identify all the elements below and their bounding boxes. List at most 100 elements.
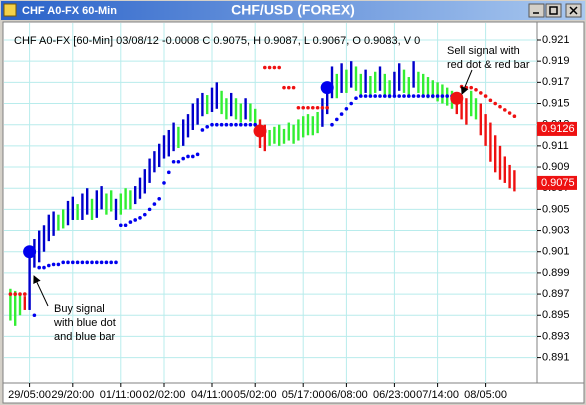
price-bar — [124, 188, 127, 210]
stop-dot — [402, 94, 406, 98]
y-tick-label: 0.891 — [542, 351, 570, 363]
stop-dot — [267, 65, 272, 70]
stop-dot — [157, 196, 161, 201]
stop-dot — [498, 104, 502, 109]
price-bar — [182, 119, 185, 146]
stop-dot — [416, 94, 421, 98]
buy-arrow — [33, 275, 49, 307]
price-bar — [345, 69, 348, 93]
price-bar — [138, 177, 142, 199]
price-bar — [52, 211, 55, 236]
stop-dot — [291, 85, 296, 90]
price-bar — [62, 209, 65, 229]
stop-dot — [162, 181, 166, 185]
stop-dot — [152, 202, 157, 206]
stop-dot — [13, 292, 17, 296]
stop-dot — [133, 218, 137, 222]
x-tick-label: 08/05:00 — [464, 389, 507, 401]
window-icon[interactable] — [3, 3, 17, 17]
y-tick-label: 0.905 — [542, 203, 570, 215]
stop-dot — [440, 94, 445, 98]
price-bar — [153, 151, 156, 173]
price-bar — [158, 143, 161, 168]
signal-dot — [253, 124, 267, 138]
price-bar — [23, 296, 26, 310]
title-bar — [1, 1, 585, 20]
stop-dot — [359, 94, 363, 98]
stop-dot — [147, 207, 152, 212]
stop-dot — [253, 122, 257, 127]
price-bar — [18, 294, 22, 316]
price-bar — [489, 122, 492, 162]
y-tick-label: 0.911 — [542, 140, 569, 152]
y-tick-label: 0.917 — [542, 76, 570, 88]
stop-dot — [210, 122, 214, 127]
price-bar — [105, 193, 108, 215]
stop-dot — [287, 85, 291, 90]
price-marker — [537, 121, 577, 136]
stop-dot — [167, 170, 171, 175]
stop-dot — [215, 122, 219, 127]
y-tick-label: 0.893 — [542, 330, 570, 342]
stop-dot — [85, 260, 89, 265]
y-tick-label: 0.919 — [542, 55, 570, 67]
stop-dot — [277, 65, 282, 70]
stop-dot — [119, 223, 123, 228]
price-bar — [503, 156, 506, 183]
stop-dot — [263, 65, 267, 70]
stop-dot — [248, 122, 253, 127]
stop-dot — [234, 122, 238, 127]
y-tick-label: 0.909 — [542, 161, 570, 173]
price-bar — [71, 196, 74, 220]
stop-dot — [301, 105, 306, 110]
stop-dot — [90, 260, 94, 265]
price-bar — [47, 214, 50, 242]
annotation-text: and blue bar — [54, 331, 115, 343]
price-bar — [364, 69, 367, 93]
price-bar — [14, 290, 17, 326]
price-bar — [282, 128, 286, 144]
stop-dot — [397, 94, 402, 98]
stop-dot — [128, 220, 133, 224]
price-bar — [297, 119, 300, 141]
stop-dot — [354, 96, 358, 101]
price-bar — [172, 122, 175, 152]
stop-dot — [474, 87, 478, 92]
price-bar — [210, 87, 214, 112]
stop-dot — [373, 94, 378, 98]
price-bar — [498, 145, 502, 180]
info-line: CHF A0-FX [60-Min] 03/08/12 -0.0008 C 0.… — [14, 35, 420, 47]
stop-dot — [243, 122, 248, 127]
price-bar — [230, 92, 233, 117]
price-bar — [393, 71, 396, 96]
price-bar — [417, 71, 420, 93]
window-title: CHF A0-FX 60-Min — [22, 5, 117, 17]
price-bar — [388, 80, 391, 99]
stop-dot — [435, 94, 440, 98]
price-bar — [119, 193, 122, 215]
stop-dot — [368, 94, 373, 98]
stop-dot — [75, 260, 80, 265]
stop-dot — [320, 105, 325, 110]
signal-dot — [23, 245, 37, 259]
y-tick-label: 0.899 — [542, 267, 570, 279]
stop-dot — [109, 260, 113, 265]
y-tick-label: 0.915 — [542, 97, 570, 109]
price-bar — [474, 98, 478, 120]
stop-dot — [315, 105, 320, 110]
maximize-button[interactable] — [545, 3, 562, 18]
minimize-button[interactable] — [528, 3, 545, 18]
price-bar — [335, 73, 338, 99]
stop-dot — [104, 260, 109, 265]
stop-dot — [363, 94, 368, 98]
stop-dot — [330, 122, 334, 127]
price-bar — [100, 186, 103, 210]
stop-dot — [143, 212, 147, 217]
stop-dot — [239, 122, 243, 127]
price-bar — [436, 82, 439, 102]
price-bar — [268, 129, 271, 146]
price-bar — [402, 69, 406, 93]
price-bar — [383, 73, 386, 96]
stop-dot — [47, 263, 51, 268]
annotation-text: red dot & red bar — [447, 59, 530, 71]
